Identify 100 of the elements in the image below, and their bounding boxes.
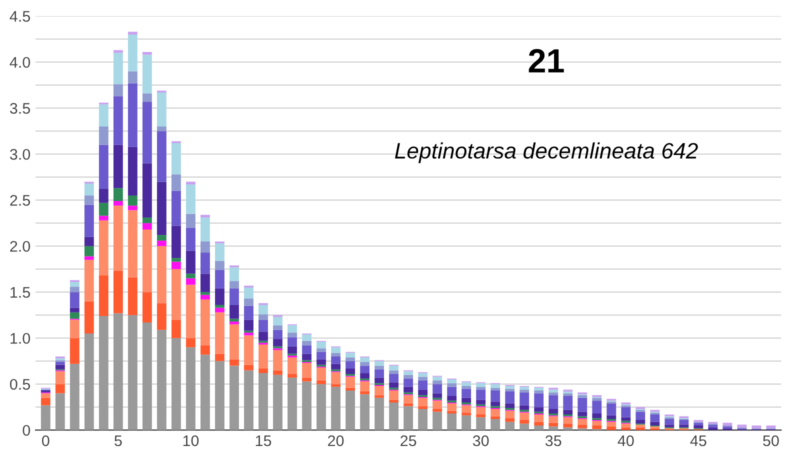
bar bbox=[273, 325, 282, 330]
bar bbox=[244, 332, 254, 336]
bar bbox=[621, 417, 631, 421]
bar bbox=[374, 366, 384, 370]
bar bbox=[244, 335, 254, 365]
bar bbox=[84, 260, 94, 302]
bar bbox=[288, 346, 297, 354]
bar bbox=[374, 378, 384, 384]
bar bbox=[55, 384, 65, 394]
bar bbox=[70, 292, 80, 308]
bar bbox=[563, 396, 573, 410]
bar bbox=[548, 426, 558, 430]
bar bbox=[113, 188, 123, 202]
bar bbox=[258, 344, 268, 368]
bar bbox=[128, 146, 138, 196]
bar bbox=[55, 364, 65, 370]
x-tick-label: 20 bbox=[328, 435, 344, 446]
bar bbox=[244, 370, 254, 430]
bar bbox=[520, 390, 530, 392]
annotation: Leptinotarsa decemlineata 642 bbox=[394, 142, 698, 164]
bar bbox=[215, 288, 224, 305]
y-tick-label: 1.0 bbox=[10, 332, 30, 344]
bar bbox=[128, 206, 138, 210]
bar bbox=[548, 422, 558, 426]
bar bbox=[490, 388, 500, 391]
bar bbox=[186, 228, 196, 251]
bar bbox=[40, 393, 50, 398]
bar bbox=[172, 320, 181, 338]
bar bbox=[621, 407, 631, 418]
bar bbox=[578, 395, 588, 398]
bar bbox=[200, 218, 210, 242]
bar bbox=[476, 414, 486, 418]
bar bbox=[346, 357, 355, 362]
bar bbox=[752, 426, 762, 428]
bar bbox=[230, 281, 239, 288]
bar bbox=[113, 84, 123, 96]
bar bbox=[244, 288, 254, 299]
bar bbox=[490, 419, 500, 430]
bar bbox=[737, 424, 747, 428]
bar bbox=[172, 269, 181, 320]
bar bbox=[534, 407, 544, 412]
bar bbox=[520, 420, 530, 424]
bar bbox=[215, 361, 224, 430]
bar bbox=[418, 373, 428, 377]
bar bbox=[84, 256, 94, 260]
x-tick-label: 0 bbox=[42, 435, 50, 446]
bar bbox=[534, 390, 544, 394]
bar bbox=[447, 380, 457, 384]
bar bbox=[592, 398, 602, 401]
bar bbox=[534, 393, 544, 408]
bar bbox=[636, 412, 646, 420]
bar bbox=[694, 422, 704, 426]
bar bbox=[650, 414, 660, 422]
bar bbox=[476, 383, 486, 387]
bar bbox=[389, 374, 399, 382]
bar bbox=[592, 400, 602, 414]
bar bbox=[389, 382, 399, 388]
bar bbox=[258, 368, 268, 374]
bar bbox=[316, 359, 326, 365]
bar bbox=[548, 395, 558, 409]
bar bbox=[302, 362, 312, 378]
bar bbox=[186, 278, 196, 285]
bar bbox=[520, 405, 530, 410]
bar bbox=[708, 427, 718, 430]
bar bbox=[621, 424, 631, 428]
bar bbox=[200, 292, 210, 295]
bar bbox=[592, 420, 602, 426]
bar bbox=[592, 414, 602, 418]
bar bbox=[84, 334, 94, 430]
bar bbox=[578, 412, 588, 416]
bar bbox=[360, 381, 370, 392]
bar bbox=[462, 405, 472, 413]
bar bbox=[258, 320, 268, 332]
bar bbox=[273, 316, 282, 326]
bar bbox=[142, 93, 152, 102]
bar bbox=[128, 32, 138, 34]
bar bbox=[360, 391, 370, 394]
bar bbox=[70, 282, 80, 287]
bar bbox=[432, 412, 442, 430]
bar bbox=[128, 196, 138, 206]
y-tick-label: 4.5 bbox=[10, 11, 30, 22]
bar bbox=[331, 386, 340, 430]
bar bbox=[462, 415, 472, 430]
bar bbox=[70, 364, 80, 430]
bar bbox=[432, 393, 442, 398]
bar bbox=[679, 420, 689, 425]
bar bbox=[128, 210, 138, 278]
bar bbox=[490, 408, 500, 416]
x-tick-label: 5 bbox=[114, 436, 122, 446]
bar bbox=[534, 422, 544, 426]
bar bbox=[694, 426, 704, 428]
bar bbox=[98, 216, 108, 220]
bar bbox=[418, 408, 428, 430]
y-tick-label: 4.0 bbox=[10, 56, 30, 68]
bar bbox=[172, 190, 181, 226]
bar bbox=[186, 250, 196, 274]
bar bbox=[636, 427, 646, 430]
bar bbox=[447, 396, 457, 401]
bar bbox=[244, 306, 254, 320]
bar bbox=[230, 359, 239, 366]
